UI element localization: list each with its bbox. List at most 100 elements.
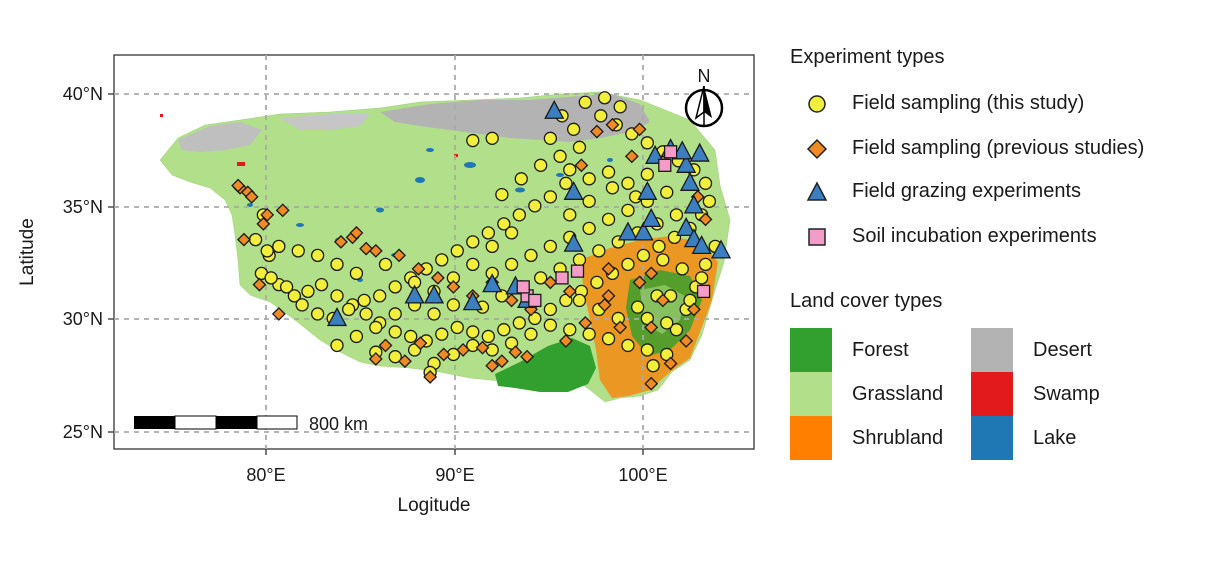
square-point [555, 271, 569, 285]
circle-point [543, 131, 558, 145]
triangle-point [691, 234, 712, 255]
circle-point [652, 239, 666, 254]
diamond-point [504, 293, 519, 308]
y-tick-35: 35°N [63, 197, 103, 217]
circle-point [357, 293, 371, 308]
lake-swatch [971, 416, 1013, 460]
landcover-item-lake: Lake [971, 416, 1076, 460]
triangle-point [672, 140, 693, 160]
x-tick-90: 90°E [435, 465, 474, 485]
circle-point [621, 176, 635, 190]
diamond-point [562, 284, 577, 299]
triangle-point [633, 221, 654, 241]
diamond-point [644, 376, 659, 391]
circle-point [656, 253, 670, 267]
circle-point [435, 327, 449, 341]
circle-point [640, 167, 654, 181]
circle-point [378, 257, 393, 272]
diamond-point [436, 347, 451, 362]
diamond-point [624, 149, 639, 164]
circle-point [495, 187, 509, 202]
diamond-point [613, 320, 628, 335]
diamond-point [231, 178, 246, 193]
circle-point [543, 318, 558, 332]
circle-point [660, 185, 674, 199]
circle-point [669, 323, 684, 337]
circle-point [528, 199, 542, 213]
diamond-point [446, 279, 461, 294]
circle-point [279, 280, 294, 294]
circle-point [572, 140, 587, 154]
circle-point [675, 262, 689, 276]
diamond-point [392, 248, 407, 263]
diamond-point [349, 225, 364, 240]
circle-point [504, 257, 519, 272]
circle-point [694, 271, 709, 285]
triangle-point [710, 239, 732, 259]
landcover-item-swamp: Swamp [971, 372, 1100, 416]
triangle-point [563, 232, 584, 252]
circle-point [563, 208, 577, 222]
diamond-point [558, 334, 573, 348]
circle-point [601, 212, 616, 227]
landcover-item-grassland: Grassland [790, 372, 943, 416]
circle-point [264, 271, 278, 285]
triangle-point [563, 180, 584, 200]
diamond-point [256, 216, 271, 231]
y-tick-25: 25°N [63, 422, 103, 442]
circle-point [582, 221, 596, 236]
shrubland-swatch [790, 416, 832, 460]
diamond-point [237, 232, 251, 247]
landcover-label: Desert [1033, 338, 1092, 361]
triangle-point [641, 207, 662, 228]
circle-point [295, 298, 309, 312]
diamond-point [601, 261, 616, 276]
diamond-point [520, 349, 535, 364]
diamond-point [686, 302, 701, 317]
swamp-swatch [971, 372, 1013, 416]
diamond-point [368, 352, 383, 366]
circle-point [524, 248, 538, 263]
x-tick-80: 80°E [246, 465, 285, 485]
circle-point [485, 343, 499, 357]
circle-point [669, 208, 684, 222]
circle-point [427, 307, 441, 321]
diamond-point [543, 275, 558, 290]
circle-point [450, 244, 464, 258]
diamond-point [252, 277, 267, 292]
diamond-point [244, 189, 259, 204]
diamond-point [275, 203, 290, 218]
circle-point [388, 325, 402, 339]
circle-point [485, 131, 499, 145]
scale-bar: 800 km [134, 414, 368, 434]
circle-point [349, 329, 364, 344]
circle-point [512, 208, 526, 222]
circle-point [287, 289, 302, 303]
diamond-point [663, 356, 678, 371]
square-point [658, 158, 672, 172]
circle-point [330, 289, 344, 303]
circle-point [359, 307, 373, 321]
circle-point [369, 320, 383, 335]
diamond-point [679, 334, 694, 348]
circle-point [601, 332, 616, 346]
landcover-item-desert: Desert [971, 328, 1092, 372]
circle-point [566, 122, 581, 136]
triangle-point [676, 153, 697, 173]
diamond-point [655, 293, 670, 308]
triangle-point [326, 307, 348, 327]
circle-point [543, 239, 558, 254]
circle-point [388, 307, 402, 321]
landcover-label: Swamp [1033, 382, 1100, 405]
triangle-point [462, 291, 483, 311]
circle-point [698, 257, 713, 272]
diamond-marker-icon [806, 138, 828, 159]
circle-point [534, 158, 548, 172]
diamond-point [456, 343, 471, 357]
legend-item-soil-incubation: Soil incubation experiments [806, 225, 1097, 248]
circle-point [698, 176, 713, 190]
forest-region [495, 338, 596, 392]
square-point [516, 280, 530, 294]
circle-point [260, 244, 274, 258]
circle-point [481, 226, 495, 240]
